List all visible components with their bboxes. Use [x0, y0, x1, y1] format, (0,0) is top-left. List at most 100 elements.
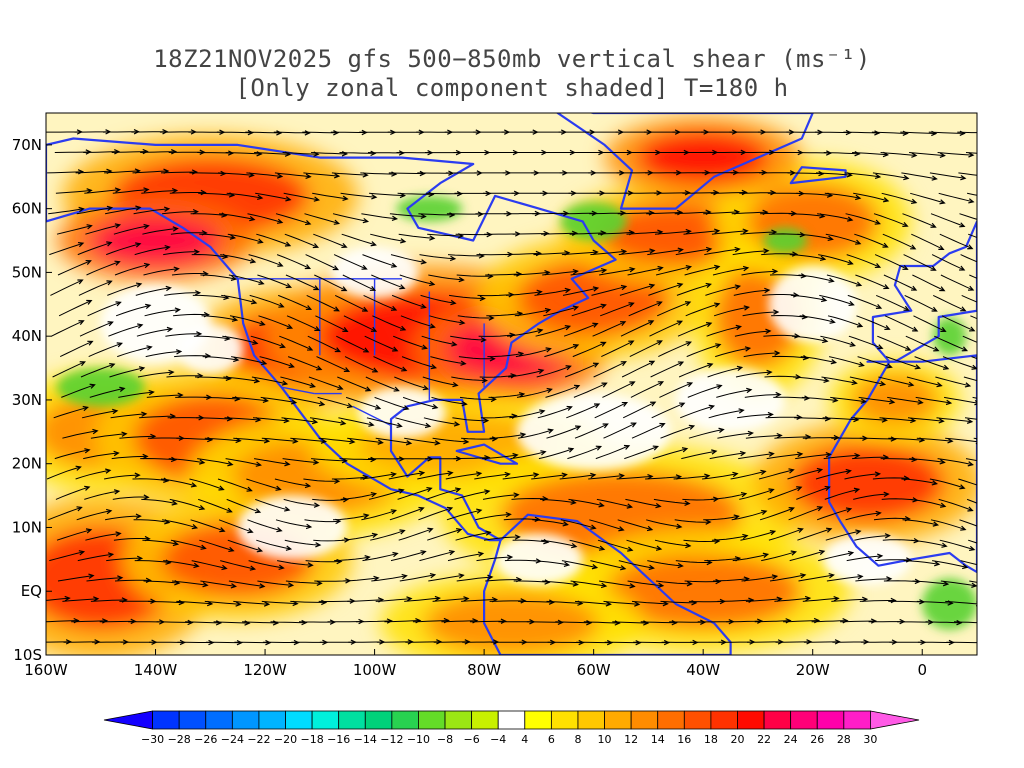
streamline-arrowhead — [401, 573, 408, 580]
streamline — [53, 406, 88, 419]
streamline — [160, 478, 196, 487]
streamline — [545, 385, 580, 398]
colorbar-label: 14 — [651, 733, 665, 746]
streamline — [732, 553, 768, 562]
streamline — [707, 367, 742, 378]
streamline — [731, 211, 768, 215]
streamline-arrowhead — [88, 573, 95, 579]
streamline-arrowhead — [884, 533, 891, 539]
streamline-arrowhead — [190, 482, 198, 488]
streamline — [873, 517, 910, 521]
streamline-arrowhead — [419, 170, 426, 177]
streamline — [418, 213, 455, 216]
streamline-arrowhead — [480, 337, 487, 343]
streamline — [903, 560, 940, 565]
streamline — [653, 498, 690, 505]
streamline-arrowhead — [942, 364, 950, 370]
streamline-arrowhead — [105, 468, 112, 474]
streamline — [911, 539, 947, 547]
streamline — [768, 528, 803, 541]
streamline-arrowhead — [484, 455, 491, 461]
streamline — [706, 326, 741, 337]
streamline — [624, 446, 658, 460]
plot-title-line1: 18Z21NOV2025 gfs 500−850mb vertical shea… — [153, 45, 871, 73]
streamline-arrowhead — [364, 555, 371, 561]
streamline-arrowhead — [491, 436, 499, 442]
streamline-arrowhead — [170, 149, 178, 155]
streamline — [887, 396, 923, 404]
streamline — [532, 519, 568, 526]
streamline — [875, 559, 911, 562]
streamline — [710, 493, 747, 500]
streamline — [769, 574, 806, 582]
streamline-arrowhead — [890, 436, 897, 442]
streamline-arrowhead — [504, 471, 511, 478]
streamline — [945, 437, 977, 443]
streamline — [362, 553, 398, 562]
streamline-arrowhead — [114, 223, 122, 229]
streamline-arrowhead — [142, 148, 149, 155]
streamline-arrowhead — [648, 320, 655, 326]
streamline-arrowhead — [776, 432, 783, 439]
streamline-arrowhead — [377, 439, 384, 445]
streamline-arrowhead — [305, 173, 312, 179]
streamline-arrowhead — [874, 219, 881, 225]
streamline — [287, 356, 322, 370]
streamline — [106, 557, 142, 562]
streamline — [56, 225, 92, 235]
streamline-arrowhead — [788, 506, 795, 513]
streamline — [306, 294, 339, 312]
streamline — [762, 294, 798, 296]
streamline — [535, 325, 570, 337]
streamline — [375, 437, 411, 444]
streamline — [305, 254, 339, 271]
streamline-arrowhead — [770, 189, 777, 196]
streamline — [713, 306, 749, 317]
streamline — [361, 510, 396, 521]
streamline — [858, 396, 895, 403]
streamline-arrowhead — [136, 555, 144, 562]
streamline-arrowhead — [910, 244, 917, 250]
streamline-arrowhead — [847, 550, 855, 557]
streamline-arrowhead — [313, 459, 320, 465]
streamline — [286, 315, 320, 331]
streamline-arrowhead — [677, 361, 685, 367]
streamline — [741, 575, 777, 582]
streamline — [593, 361, 626, 378]
streamline-arrowhead — [775, 391, 782, 398]
streamline — [945, 600, 977, 605]
streamline-arrowhead — [714, 302, 721, 308]
streamline — [191, 253, 228, 258]
streamline — [774, 436, 810, 439]
streamline-arrowhead — [398, 488, 405, 494]
streamline — [844, 172, 880, 178]
streamline — [646, 519, 682, 528]
streamline — [574, 600, 611, 605]
streamline — [512, 233, 549, 235]
streamline-arrowhead — [256, 547, 264, 553]
streamline-arrowhead — [135, 513, 142, 519]
streamline — [596, 498, 632, 508]
streamline — [649, 320, 683, 337]
streamline — [590, 250, 626, 256]
streamline — [909, 152, 945, 157]
streamline — [937, 152, 974, 156]
streamline — [140, 457, 176, 461]
streamline — [117, 346, 152, 358]
streamline-arrowhead — [258, 279, 265, 285]
streamline-arrowhead — [685, 265, 693, 271]
streamline — [251, 376, 287, 385]
streamline — [191, 560, 227, 569]
streamline — [761, 551, 796, 562]
streamline-arrowhead — [704, 473, 711, 479]
colorbar-label: −16 — [327, 733, 350, 746]
colorbar-label: −12 — [380, 733, 403, 746]
streamline — [113, 538, 150, 541]
streamline — [589, 212, 625, 215]
streamline-arrowhead — [117, 575, 124, 581]
negative-shear-patch — [56, 367, 145, 407]
streamline-arrowhead — [760, 469, 767, 476]
streamline — [46, 620, 79, 623]
streamline — [560, 519, 596, 529]
streamline — [823, 152, 860, 155]
